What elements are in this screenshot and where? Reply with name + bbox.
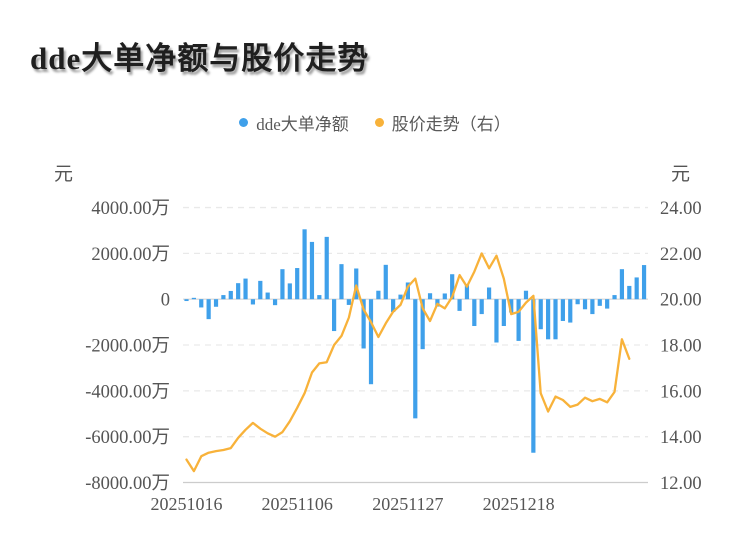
left-axis-unit-label: 元 — [54, 164, 74, 185]
bar[interactable] — [236, 283, 241, 300]
bar[interactable] — [553, 299, 558, 340]
bar[interactable] — [383, 264, 388, 300]
bar[interactable] — [420, 299, 425, 350]
bar[interactable] — [391, 299, 396, 313]
bar[interactable] — [427, 293, 433, 300]
bar[interactable] — [221, 295, 226, 300]
bar[interactable] — [501, 299, 506, 327]
bar[interactable] — [302, 229, 307, 300]
right-axis-tick: 16.00 — [660, 382, 702, 402]
price-line-series[interactable] — [185, 252, 631, 473]
bar[interactable] — [309, 241, 315, 300]
left-axis-tick: -4000.00万 — [85, 382, 170, 402]
chart-title: dde大单净额与股价走势 — [30, 41, 370, 76]
bar[interactable] — [546, 299, 551, 340]
left-axis-tick: -6000.00万 — [85, 428, 170, 448]
bar[interactable] — [486, 287, 492, 300]
bar[interactable] — [472, 299, 477, 327]
bar[interactable] — [605, 299, 610, 309]
bar[interactable] — [457, 299, 462, 311]
bar[interactable] — [405, 282, 410, 300]
bar[interactable] — [398, 294, 403, 300]
x-axis-tick: 20251106 — [262, 494, 333, 514]
bar[interactable] — [479, 299, 484, 315]
right-axis-tick-labels: 24.00 22.00 20.00 18.00 16.00 14.00 12.00 — [660, 199, 702, 494]
bar[interactable] — [191, 297, 196, 300]
chart-legend: dde大单净额 股价走势（右） — [0, 110, 750, 135]
bar[interactable] — [213, 299, 219, 307]
bar[interactable] — [280, 269, 285, 300]
left-axis-tick: 2000.00万 — [91, 245, 170, 265]
bar[interactable] — [243, 278, 248, 300]
bar[interactable] — [250, 299, 256, 305]
bar[interactable] — [184, 299, 189, 302]
left-axis-tick: -2000.00万 — [85, 337, 170, 357]
price-line[interactable] — [185, 252, 631, 473]
x-axis-tick: 20251218 — [483, 494, 555, 514]
bar[interactable] — [376, 290, 381, 300]
left-axis-tick: -8000.00万 — [85, 474, 170, 494]
right-axis-tick: 22.00 — [660, 245, 702, 265]
bar[interactable] — [450, 274, 455, 300]
bar[interactable] — [442, 293, 447, 300]
bar[interactable] — [317, 295, 322, 300]
bar[interactable] — [582, 299, 588, 310]
bar[interactable] — [332, 299, 337, 332]
right-axis-tick: 14.00 — [660, 428, 702, 448]
bar[interactable] — [206, 299, 211, 320]
bar[interactable] — [295, 268, 300, 300]
legend-item-dde-net-amount[interactable]: dde大单净额 — [239, 110, 349, 135]
bar[interactable] — [346, 299, 351, 305]
legend-label: dde大单净额 — [256, 115, 349, 134]
bar[interactable] — [575, 299, 580, 305]
bar[interactable] — [568, 299, 573, 323]
legend-label: 股价走势（右） — [391, 115, 511, 134]
orange-dot-icon — [374, 118, 384, 127]
bar[interactable] — [272, 299, 278, 306]
left-axis-tick: 4000.00万 — [91, 199, 170, 219]
bar[interactable] — [494, 299, 499, 343]
bar[interactable] — [531, 299, 536, 453]
left-axis-tick-labels: 4000.00万 2000.00万 0 -2000.00万 -4000.00万 -6000… — [85, 199, 170, 494]
bar[interactable] — [199, 299, 204, 308]
right-axis-tick: 12.00 — [660, 474, 702, 494]
bar[interactable] — [627, 285, 632, 300]
bar-series-dde-net-amount[interactable] — [184, 229, 647, 453]
bar[interactable] — [509, 299, 514, 313]
bar[interactable] — [324, 236, 329, 300]
bar[interactable] — [634, 277, 639, 300]
bar[interactable] — [590, 299, 595, 315]
bar[interactable] — [265, 292, 270, 300]
bar[interactable] — [523, 290, 529, 300]
bar[interactable] — [361, 299, 366, 349]
right-axis-tick: 18.00 — [660, 337, 702, 357]
blue-dot-icon — [239, 118, 249, 127]
bar[interactable] — [354, 268, 359, 300]
x-axis-tick: 20251016 — [151, 494, 223, 514]
x-axis-tick-labels: 20251016 20251106 20251127 20251218 — [151, 494, 555, 514]
bar[interactable] — [464, 284, 470, 300]
bar[interactable] — [413, 299, 418, 419]
bar[interactable] — [228, 290, 233, 300]
legend-item-price-trend[interactable]: 股价走势（右） — [374, 110, 511, 135]
bar[interactable] — [560, 299, 565, 321]
right-axis-tick: 24.00 — [660, 199, 702, 219]
bar[interactable] — [619, 269, 625, 300]
bar[interactable] — [612, 295, 617, 300]
bar[interactable] — [538, 299, 543, 330]
bar[interactable] — [516, 299, 521, 341]
bar[interactable] — [287, 283, 292, 300]
right-axis-unit-label: 元 — [671, 164, 691, 185]
bar[interactable] — [641, 265, 647, 300]
left-axis-tick: 0 — [161, 291, 170, 311]
bar[interactable] — [368, 299, 374, 385]
right-axis-tick: 20.00 — [660, 291, 702, 311]
bar[interactable] — [258, 280, 263, 300]
bar[interactable] — [339, 264, 344, 300]
bar[interactable] — [597, 299, 602, 306]
x-axis-tick: 20251127 — [372, 494, 443, 514]
